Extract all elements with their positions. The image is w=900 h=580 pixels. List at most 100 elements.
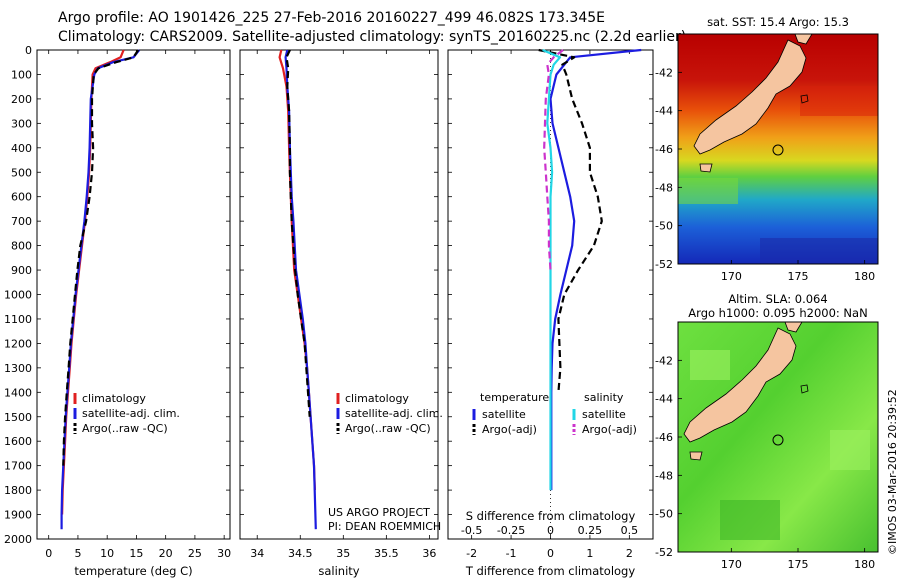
x-tick-label: 1: [586, 547, 593, 560]
y-tick-label: 2000: [4, 533, 32, 546]
project-note: US ARGO PROJECT: [328, 506, 430, 519]
x-tick-label: 34: [250, 547, 264, 560]
y-tick-label: 1800: [4, 484, 32, 497]
profile-panel-2: 34 34.5 35 35.5 36 salinity climatology satelli…: [239, 49, 443, 578]
y-tick-label: 1000: [4, 289, 32, 302]
sst-patch: [678, 178, 738, 204]
legend-entry: satellite: [582, 408, 626, 421]
stewart-island-shape: [699, 163, 713, 173]
y-tick-label: 500: [11, 166, 32, 179]
map-y-tick-label: -48: [655, 181, 673, 194]
sla-map-title: Altim. SLA: 0.064: [728, 292, 828, 306]
series-line: [62, 49, 140, 466]
figure-title-line1: Argo profile: AO 1901426_225 27-Feb-2016…: [58, 10, 605, 26]
legend-entry: climatology: [345, 392, 409, 405]
series-line: [543, 49, 564, 271]
profile-location-marker: [772, 144, 784, 156]
plot-frame: [239, 49, 439, 540]
map-x-tick-label: 175: [788, 558, 809, 571]
map-y-tick-label: -52: [655, 546, 673, 559]
map-x-tick-label: 170: [721, 270, 742, 283]
x-tick-label: 0: [547, 547, 554, 560]
map-y-tick-label: -48: [655, 469, 673, 482]
y-tick-label: 200: [11, 93, 32, 106]
legend-entry: Argo(-adj): [482, 423, 537, 436]
sla-map-subtitle: Argo h1000: 0.095 h2000: NaN: [688, 306, 868, 320]
map-y-tick-label: -44: [655, 105, 673, 118]
sla-patch: [690, 350, 730, 380]
legend-entry: climatology: [82, 392, 146, 405]
profile-panel-3: -2 -1 0 1 2 T difference from climatology -0.5…: [447, 48, 654, 578]
map-y-tick-label: -50: [655, 508, 673, 521]
top-axis-tick-label: 0.5: [621, 524, 639, 537]
y-tick-label: 800: [11, 240, 32, 253]
top-axis-tick-label: -0.5: [461, 524, 482, 537]
x-tick-label: -1: [506, 547, 517, 560]
map-y-tick-label: -44: [655, 393, 673, 406]
chatham-islet: [800, 94, 809, 104]
x-axis-label: temperature (deg C): [74, 564, 192, 578]
plot-frame: [36, 49, 231, 540]
x-tick-label: 10: [100, 547, 114, 560]
project-pi-note: PI: DEAN ROEMMICH: [328, 520, 441, 533]
y-tick-label: 1500: [4, 411, 32, 424]
y-tick-label: 900: [11, 264, 32, 277]
map-y-tick-label: -42: [655, 354, 673, 367]
x-tick-label: 36: [422, 547, 436, 560]
legend-entry: Argo(..raw -QC): [82, 422, 168, 435]
x-tick-label: 30: [217, 547, 231, 560]
sst-patch: [800, 86, 878, 116]
y-tick-label: 600: [11, 191, 32, 204]
south-island-shape: [693, 39, 807, 155]
series-line: [285, 49, 311, 417]
map-axes: 170 175 180 -42 -44 -46 -48 -50 -52: [655, 354, 875, 571]
top-axis-label: S difference from climatology: [466, 509, 636, 523]
x-axis-label: salinity: [318, 564, 359, 578]
x-tick-label: 20: [159, 547, 173, 560]
north-island-shape: [784, 322, 803, 333]
top-axis-tick-label: 0: [547, 524, 554, 537]
y-tick-label: 700: [11, 215, 32, 228]
sst-map-title: sat. SST: 15.4 Argo: 15.3: [707, 15, 849, 29]
legend-entry: Argo(..raw -QC): [345, 422, 431, 435]
sla-patch: [720, 500, 780, 540]
series-line: [549, 48, 642, 491]
top-axis-tick-label: 0.25: [578, 524, 603, 537]
map-x-tick-label: 170: [721, 558, 742, 571]
chatham-islet: [800, 384, 809, 394]
y-tick-label: 400: [11, 142, 32, 155]
map-y-tick-label: -46: [655, 431, 673, 444]
sst-patch: [760, 238, 878, 264]
map-y-tick-label: -50: [655, 220, 673, 233]
x-tick-label: 0: [45, 547, 52, 560]
legend-entry: satellite: [482, 408, 526, 421]
y-tick-label: 1400: [4, 386, 32, 399]
sla-map: [677, 321, 879, 553]
map-y-tick-label: -46: [655, 143, 673, 156]
y-tick-label: 0: [25, 44, 32, 57]
y-tick-label: 1100: [4, 313, 32, 326]
x-axis-label: T difference from climatology: [465, 564, 636, 578]
south-island-shape: [683, 327, 797, 443]
x-tick-label: 35: [336, 547, 350, 560]
legend-entry: satellite-adj. clim.: [82, 407, 180, 420]
x-tick-label: 35.5: [374, 547, 399, 560]
map-x-tick-label: 175: [788, 270, 809, 283]
top-axis-tick-label: -0.25: [497, 524, 525, 537]
x-tick-label: 2: [626, 547, 633, 560]
legend-group-title: salinity: [584, 391, 624, 404]
map-x-tick-label: 180: [854, 270, 875, 283]
y-tick-label: 1600: [4, 435, 32, 448]
x-tick-label: -2: [466, 547, 477, 560]
y-tick-label: 100: [11, 68, 32, 81]
x-tick-label: 5: [74, 547, 81, 560]
legend-entry: satellite-adj. clim.: [345, 407, 443, 420]
legend-entry: Argo(-adj): [582, 423, 637, 436]
figure-title-line2: Climatology: CARS2009. Satellite-adjuste…: [58, 29, 687, 45]
map-y-tick-label: -52: [655, 258, 673, 271]
y-tick-label: 1700: [4, 460, 32, 473]
map-x-tick-label: 180: [854, 558, 875, 571]
x-tick-label: 15: [129, 547, 143, 560]
y-tick-label: 300: [11, 117, 32, 130]
y-tick-label: 1200: [4, 337, 32, 350]
